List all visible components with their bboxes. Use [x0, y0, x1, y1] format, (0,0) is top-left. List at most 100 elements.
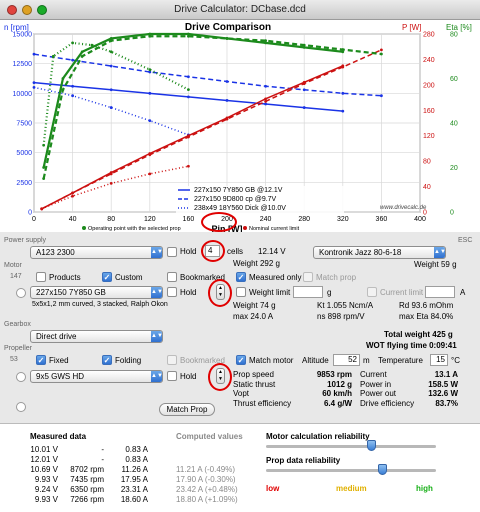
series-point — [109, 64, 113, 68]
power-out-label: Power out — [360, 389, 397, 398]
folding-label: Folding — [115, 356, 142, 365]
bookmarked-checkbox[interactable] — [167, 272, 177, 282]
series-point — [109, 39, 113, 43]
y-right-tick-label: 280 — [423, 32, 435, 39]
measured-data-panel: Measured data Computed values 10.01 V - 0.… — [0, 423, 480, 512]
battery-hold-checkbox[interactable] — [167, 247, 177, 257]
motor-select[interactable]: 227x150 7Y850 GB ▲▼ — [30, 286, 163, 299]
title-bar: Drive Calculator: DCbase.dcd — [0, 0, 480, 20]
propeller-select[interactable]: 9x5 GWS HD ▲▼ — [30, 370, 163, 383]
series-point — [264, 84, 267, 88]
motor-hold-checkbox[interactable] — [167, 287, 177, 297]
results-values-right: 13.1 A 158.5 W 132.6 W 83.7% — [410, 370, 458, 408]
chart-title: Drive Comparison — [185, 22, 271, 33]
propeller-heading: Propeller — [4, 345, 33, 352]
series-point — [109, 50, 113, 54]
y-right-tick-label: 80 — [423, 159, 431, 166]
x-tick-label: 40 — [69, 216, 77, 223]
motor-heading: Motor — [4, 262, 22, 269]
motor-reliability-title: Motor calculation reliability — [266, 432, 370, 441]
zoom-window-button[interactable] — [37, 5, 47, 15]
custom-checkbox[interactable]: ✓ — [102, 272, 112, 282]
measured-rpm-cell: - — [101, 455, 104, 464]
motor-count: 147 — [10, 273, 22, 280]
current-limit-checkbox[interactable] — [367, 287, 377, 297]
measured-rpm-cell: 6350 rpm — [70, 485, 104, 494]
products-checkbox[interactable] — [36, 272, 46, 282]
series-point — [32, 81, 36, 85]
motor-reliability-track — [266, 445, 436, 448]
motor-rd: Rd 93.6 mOhm — [399, 301, 454, 310]
fixed-checkbox[interactable]: ✓ — [36, 355, 46, 365]
y-right-tick-label: 200 — [423, 82, 435, 89]
alt-propeller-radio[interactable] — [16, 402, 26, 412]
match-prop-button[interactable]: Match Prop — [159, 403, 215, 416]
series-point — [148, 119, 152, 123]
series-point — [187, 164, 190, 168]
chevron-down-icon: ▲▼ — [151, 287, 162, 298]
window-title: Drive Calculator: DCbase.dcd — [174, 4, 306, 15]
y-right-tick-label: 40 — [423, 184, 431, 191]
series-point — [302, 106, 306, 109]
motor-radio[interactable] — [16, 288, 26, 298]
series-point — [71, 94, 74, 98]
close-window-button[interactable] — [7, 5, 17, 15]
series-point — [341, 50, 345, 54]
power-in-value: 158.5 W — [428, 379, 458, 389]
series-point — [109, 37, 113, 40]
temperature-unit: °C — [451, 356, 460, 365]
cells-label: cells — [227, 247, 244, 256]
temperature-input[interactable]: 15 — [430, 354, 448, 366]
drive-efficiency-label: Drive efficiency — [360, 398, 415, 408]
x-tick-label: 400 — [414, 216, 426, 223]
altitude-input[interactable]: 52 — [333, 354, 360, 366]
esc-weight: Weight 59 g — [414, 260, 457, 269]
legend-item-2: 227x150 9D800 cp @9.7V — [194, 196, 277, 203]
current-limit-label: Current limit — [380, 288, 424, 297]
prop-reliability-slider[interactable] — [377, 464, 387, 475]
gearbox-select-value: Direct drive — [36, 332, 77, 341]
pin-axis-highlight — [201, 212, 237, 232]
minimize-window-button[interactable] — [22, 5, 32, 15]
current-limit-input[interactable] — [425, 286, 455, 298]
esc-select[interactable]: Kontronik Jazz 80-6-18 ▲▼ — [313, 246, 446, 259]
gearbox-select[interactable]: Direct drive ▲▼ — [30, 330, 163, 343]
series-point — [380, 52, 383, 56]
series-point — [225, 80, 229, 83]
prop-reliability-title: Prop data reliability — [266, 456, 341, 465]
weight-limit-checkbox[interactable] — [236, 287, 246, 297]
weight-limit-input[interactable] — [293, 286, 323, 298]
battery-select[interactable]: A123 2300 ▲▼ — [30, 246, 163, 259]
propeller-radio[interactable] — [16, 372, 26, 382]
measured-v-cell: 10.69 V — [30, 465, 58, 474]
measured-v-cell: 9.93 V — [34, 495, 58, 504]
measured-a-cell: 0.83 A — [125, 445, 148, 454]
series-point — [90, 43, 94, 47]
match-prop-label: Match prop — [316, 273, 357, 282]
series-point — [80, 50, 84, 54]
vopt-value: 60 km/h — [322, 389, 352, 398]
y-right-tick-label: 240 — [423, 57, 435, 64]
series-point — [225, 99, 229, 102]
motor-kt: Kt 1.055 Ncm/A — [317, 301, 374, 310]
series-point — [148, 68, 152, 71]
battery-hold-label: Hold — [180, 247, 197, 256]
chart-legend: 227x150 7Y850 GB @12.1V 227x150 9D800 cp… — [176, 186, 344, 214]
motor-reliability-slider[interactable] — [367, 440, 377, 451]
measured-a-cell: 23.31 A — [120, 485, 148, 494]
motor-ns: ns 898 rpm/V — [317, 312, 365, 321]
motor-max-current: max 24.0 A — [233, 312, 274, 321]
operating-point-footnote: Operating point with the selected prop — [88, 226, 181, 232]
current-limit-footnote: Nominal current limit — [249, 226, 300, 232]
measured-only-checkbox[interactable]: ✓ — [236, 272, 246, 282]
prop-reliability-track — [266, 469, 436, 472]
static-thrust-label: Static thrust — [233, 379, 276, 389]
folding-checkbox[interactable]: ✓ — [102, 355, 112, 365]
prop-hold-checkbox[interactable] — [167, 371, 177, 381]
match-prop-checkbox[interactable] — [303, 272, 313, 282]
thrust-efficiency-value: 6.4 g/W — [323, 398, 352, 408]
series-point — [187, 88, 190, 92]
prop-bookmarked-checkbox[interactable] — [167, 355, 177, 365]
match-motor-checkbox[interactable]: ✓ — [236, 355, 246, 365]
x-tick-label: 280 — [298, 216, 310, 223]
